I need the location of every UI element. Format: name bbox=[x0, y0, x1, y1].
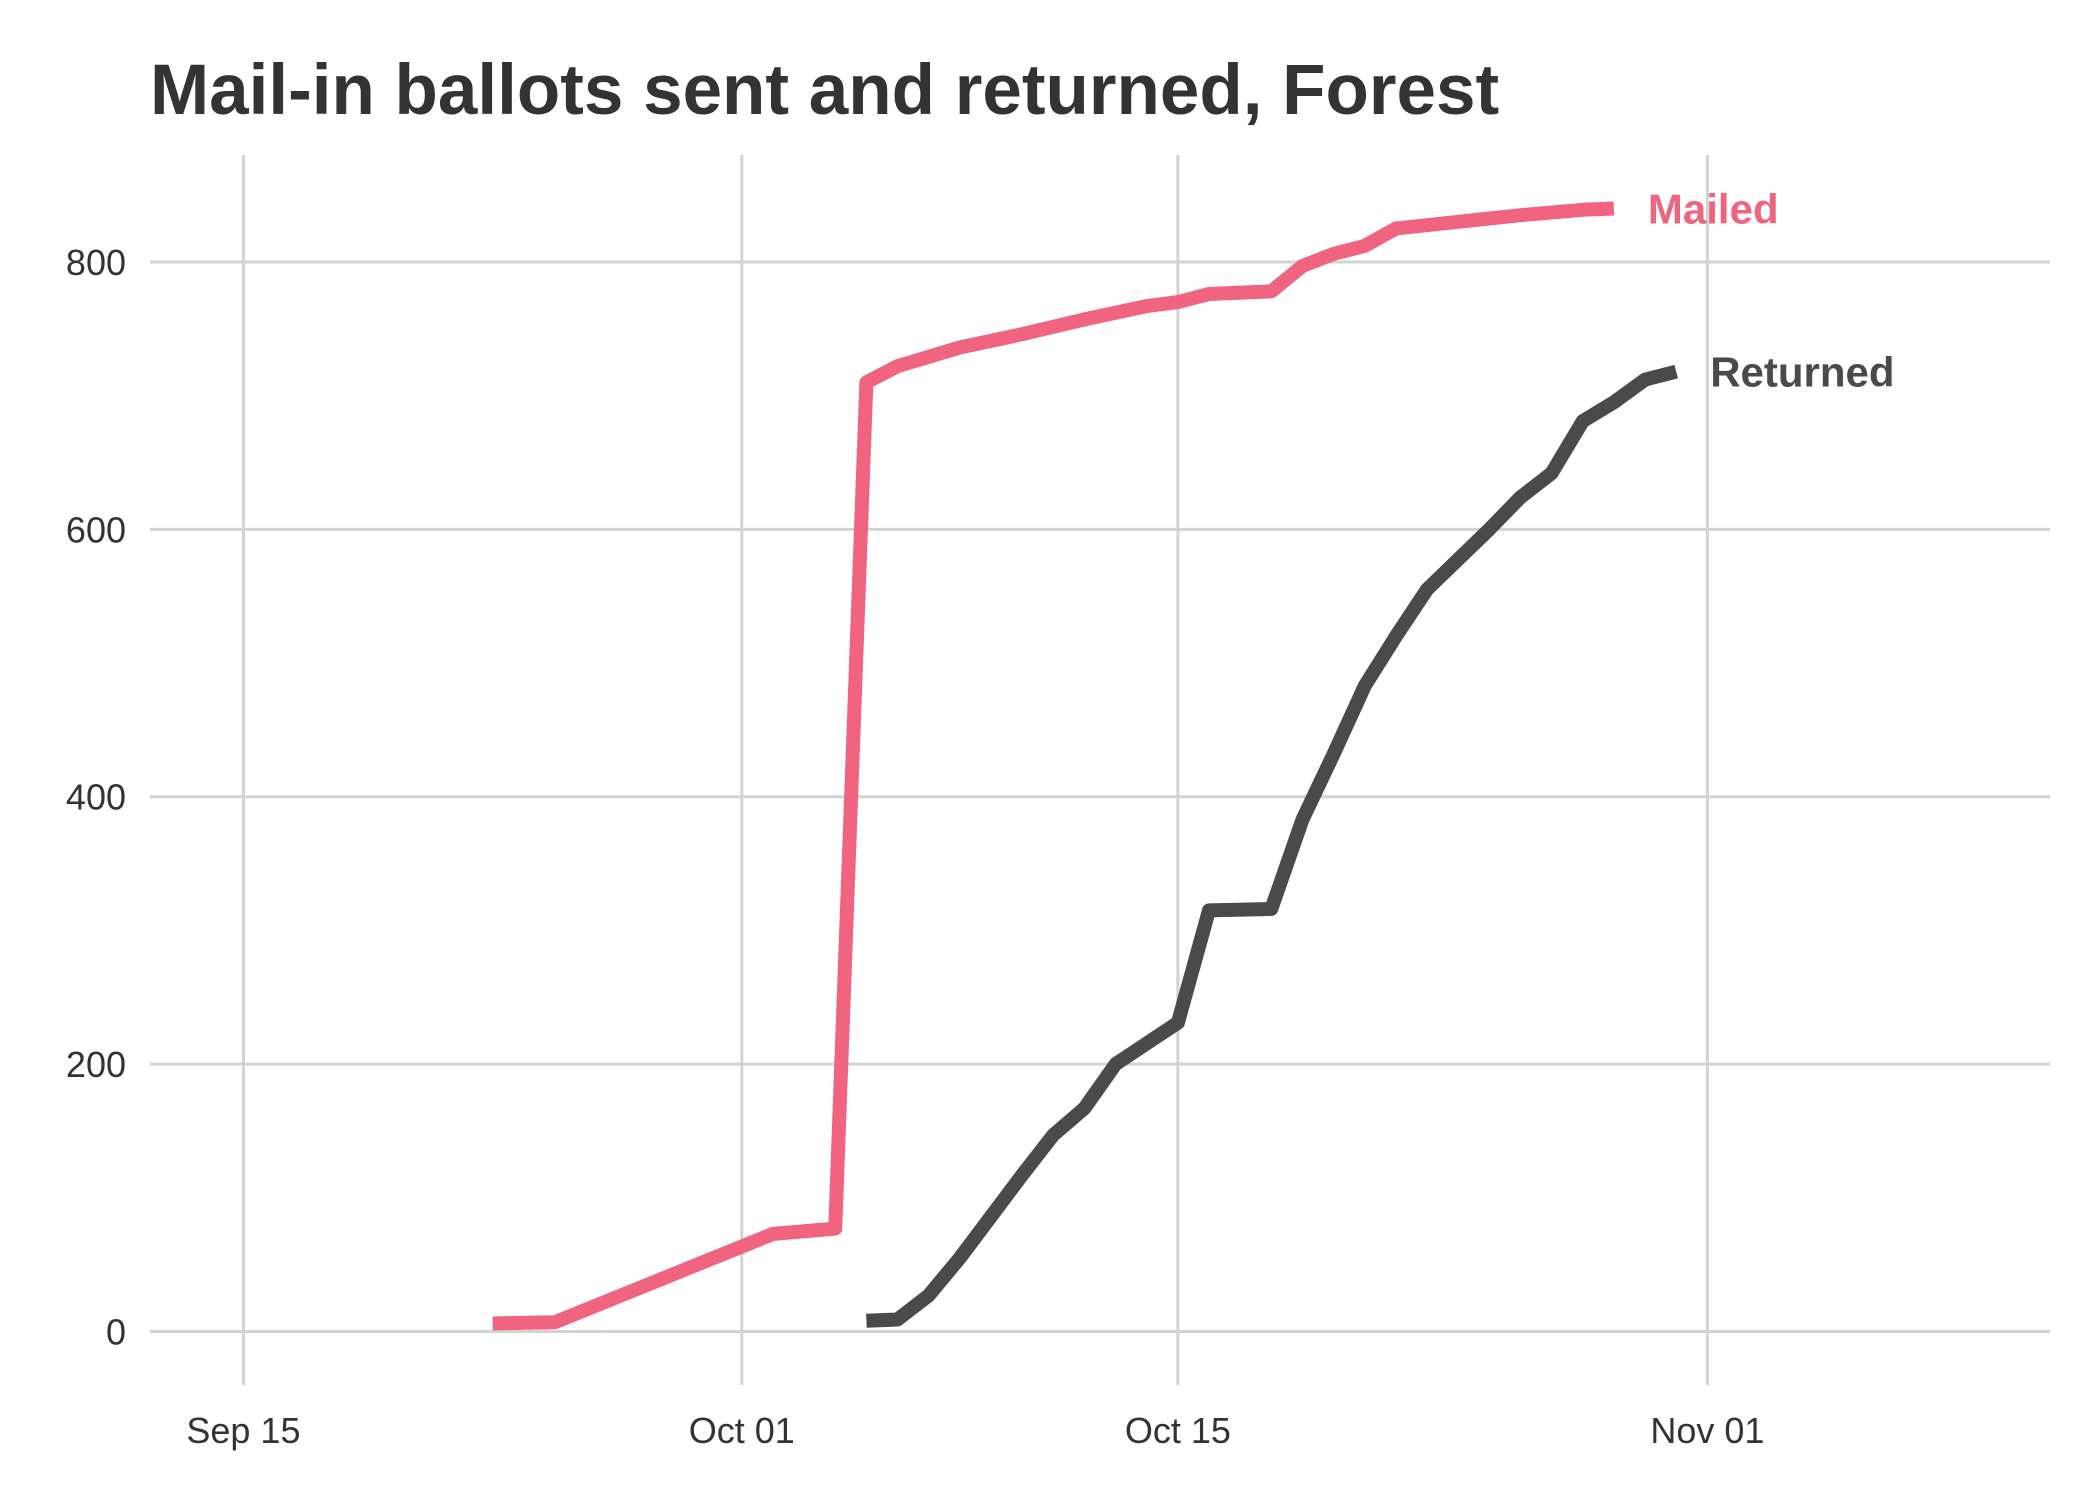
series-line-returned bbox=[866, 364, 1678, 1328]
y-tick-label: 800 bbox=[66, 242, 126, 283]
series-labels: Mailed Returned bbox=[1648, 185, 1895, 395]
y-tick-label: 200 bbox=[66, 1044, 126, 1085]
x-tick-label: Oct 01 bbox=[689, 1410, 795, 1451]
y-tick-label: 0 bbox=[106, 1312, 126, 1353]
series-lines bbox=[492, 201, 1678, 1331]
y-tick-label: 400 bbox=[66, 777, 126, 818]
vertical-gridlines bbox=[241, 155, 1709, 1385]
x-tick-label: Sep 15 bbox=[186, 1410, 300, 1451]
chart-title: Mail-in ballots sent and returned, Fores… bbox=[150, 51, 1500, 130]
y-tick-label: 600 bbox=[66, 509, 126, 550]
y-axis-tick-labels: 0 200 400 600 800 bbox=[66, 242, 126, 1353]
series-label-mailed: Mailed bbox=[1648, 185, 1779, 232]
x-axis-tick-labels: Sep 15 Oct 01 Oct 15 Nov 01 bbox=[186, 1410, 1764, 1451]
x-tick-label: Nov 01 bbox=[1650, 1410, 1764, 1451]
series-label-returned: Returned bbox=[1710, 349, 1894, 396]
x-tick-label: Oct 15 bbox=[1125, 1410, 1231, 1451]
series-line-mailed bbox=[492, 201, 1615, 1331]
horizontal-gridlines bbox=[150, 260, 2050, 1334]
